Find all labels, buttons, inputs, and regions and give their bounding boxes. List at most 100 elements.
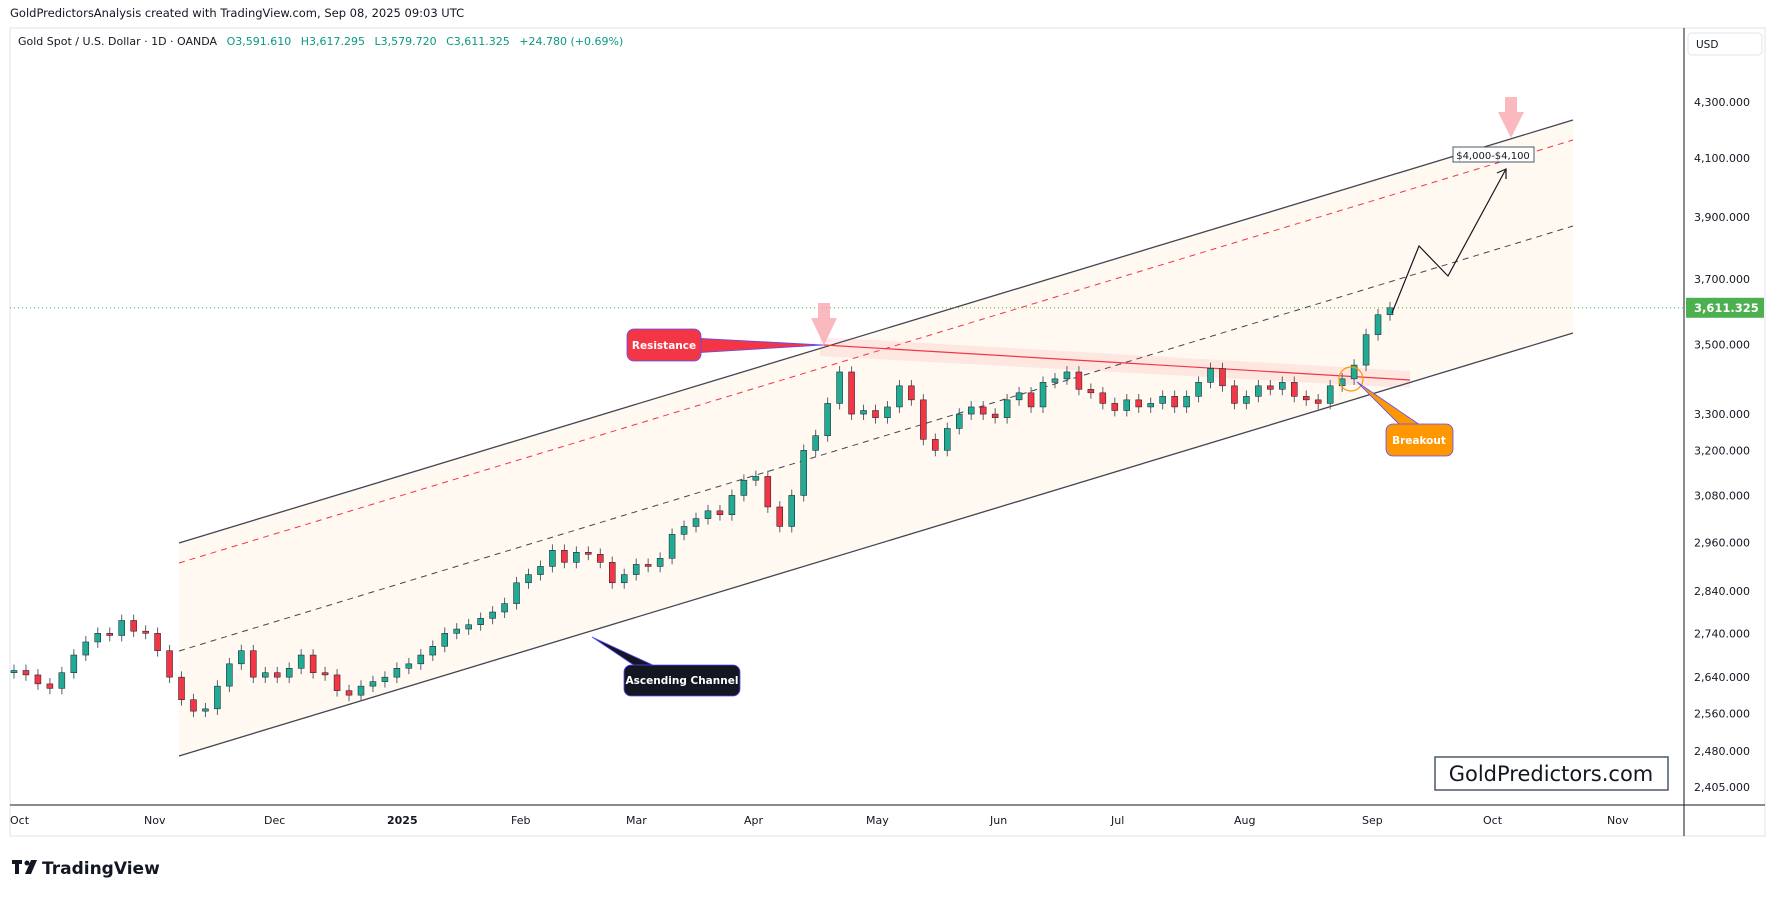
candle-body bbox=[34, 674, 42, 685]
candle-down bbox=[250, 644, 257, 684]
low-value: L3,579.720 bbox=[375, 35, 437, 48]
candle-body bbox=[860, 410, 867, 415]
channel-red-dashed-line[interactable] bbox=[178, 139, 1574, 564]
symbol-label: Gold Spot / U.S. Dollar · 1D · OANDA bbox=[18, 35, 218, 48]
candle-up bbox=[824, 397, 831, 442]
channel-mid-line[interactable] bbox=[178, 225, 1574, 652]
candle-down bbox=[1027, 387, 1035, 413]
candle-body bbox=[441, 633, 448, 647]
candle-body bbox=[22, 670, 30, 676]
candle-body bbox=[836, 371, 843, 404]
candle-body bbox=[1291, 382, 1298, 397]
candle-up bbox=[58, 666, 66, 695]
candle-body bbox=[824, 403, 831, 436]
price-axis[interactable]: 4,300.000 4,100.000 3,900.000 3,700.000 3,50… bbox=[1694, 96, 1750, 794]
price-tick-label: 2,960.000 bbox=[1694, 536, 1750, 549]
channel-lower-line[interactable] bbox=[178, 332, 1574, 757]
candle-down bbox=[1291, 376, 1298, 403]
candle-down bbox=[848, 366, 855, 420]
breakout-label-box[interactable] bbox=[1385, 423, 1454, 457]
candle-up bbox=[1326, 379, 1334, 410]
breakout-circle[interactable] bbox=[1338, 366, 1364, 392]
open-value: O3,591.610 bbox=[227, 35, 292, 48]
time-tick-label: Jun bbox=[989, 814, 1007, 827]
candle-up bbox=[1063, 366, 1071, 385]
price-tick-label: 3,300.000 bbox=[1694, 408, 1750, 421]
candle-up bbox=[369, 675, 377, 693]
candle-body bbox=[1219, 368, 1226, 387]
candle-body bbox=[513, 582, 520, 604]
candle-body bbox=[1314, 399, 1322, 404]
candle-body bbox=[357, 685, 365, 696]
tradingview-logo-icon[interactable] bbox=[12, 860, 37, 874]
candle-up bbox=[10, 664, 18, 679]
candle-down bbox=[1314, 394, 1322, 410]
candle-down bbox=[932, 433, 939, 457]
candle-up bbox=[525, 568, 532, 589]
candle-body bbox=[1051, 378, 1059, 383]
candle-body bbox=[1326, 385, 1334, 404]
candle-down bbox=[345, 684, 353, 702]
candle-up bbox=[668, 528, 676, 565]
candle-down bbox=[106, 627, 113, 642]
channel-upper-line[interactable] bbox=[178, 119, 1574, 544]
candle-body bbox=[285, 668, 293, 678]
candle-body bbox=[967, 406, 975, 415]
resistance-label: Resistance bbox=[632, 340, 696, 352]
time-tick-label: Aug bbox=[1234, 814, 1255, 827]
candle-down bbox=[34, 669, 42, 690]
candle-body bbox=[429, 646, 437, 656]
time-axis[interactable]: Oct Nov Dec 2025 Feb Mar Apr May Jun Jul Aug Sep Oct… bbox=[10, 814, 1629, 827]
candle-body bbox=[501, 603, 508, 613]
price-tick-label: 2,840.000 bbox=[1694, 585, 1750, 598]
candle-down bbox=[190, 693, 197, 718]
projection-path[interactable] bbox=[1391, 168, 1507, 314]
currency-button[interactable] bbox=[1687, 32, 1763, 56]
candle-body bbox=[1302, 396, 1310, 401]
candle-body bbox=[1111, 403, 1119, 411]
channel-label-box[interactable] bbox=[623, 664, 741, 697]
candle-body bbox=[1207, 368, 1214, 383]
candle-body bbox=[848, 371, 855, 415]
candle-up bbox=[656, 552, 664, 573]
candle-body bbox=[632, 564, 640, 575]
candle-body bbox=[1159, 396, 1166, 404]
candle-body bbox=[142, 630, 149, 634]
current-price-badge bbox=[1686, 297, 1764, 318]
candle-body bbox=[465, 624, 472, 630]
candle-body bbox=[250, 650, 257, 678]
resistance-line[interactable] bbox=[823, 344, 1411, 381]
candle-body bbox=[752, 476, 760, 481]
candle-body bbox=[776, 506, 784, 527]
candle-body bbox=[381, 676, 389, 682]
candle-up bbox=[1243, 390, 1250, 410]
high-value: H3,617.295 bbox=[301, 35, 365, 48]
candle-body bbox=[800, 450, 807, 496]
candle-body bbox=[118, 620, 125, 636]
candle-body bbox=[1135, 399, 1142, 408]
candle-up bbox=[1255, 379, 1262, 403]
target-label-box[interactable] bbox=[1452, 146, 1535, 163]
candle-body bbox=[692, 518, 700, 527]
candle-up bbox=[728, 489, 736, 521]
candle-up bbox=[1195, 376, 1202, 403]
candle-body bbox=[393, 668, 401, 678]
candle-body bbox=[202, 708, 209, 712]
candle-body bbox=[573, 552, 580, 563]
candle-body bbox=[920, 399, 927, 440]
candle-body bbox=[1063, 371, 1071, 380]
candle-up bbox=[262, 666, 269, 684]
candle-body bbox=[1123, 399, 1131, 411]
time-tick-label: Nov bbox=[1607, 814, 1629, 827]
price-tick-label: 2,480.000 bbox=[1694, 745, 1750, 758]
candle-up bbox=[70, 649, 78, 679]
candle-body bbox=[740, 479, 748, 496]
time-tick-label: Oct bbox=[10, 814, 30, 827]
candle-up bbox=[393, 662, 401, 684]
down-arrow-icon bbox=[811, 303, 837, 345]
resistance-label-box[interactable] bbox=[626, 328, 702, 362]
candle-body bbox=[1362, 334, 1370, 366]
candle-down bbox=[1267, 379, 1274, 396]
candle-up bbox=[884, 401, 891, 424]
candle-body bbox=[333, 674, 341, 691]
